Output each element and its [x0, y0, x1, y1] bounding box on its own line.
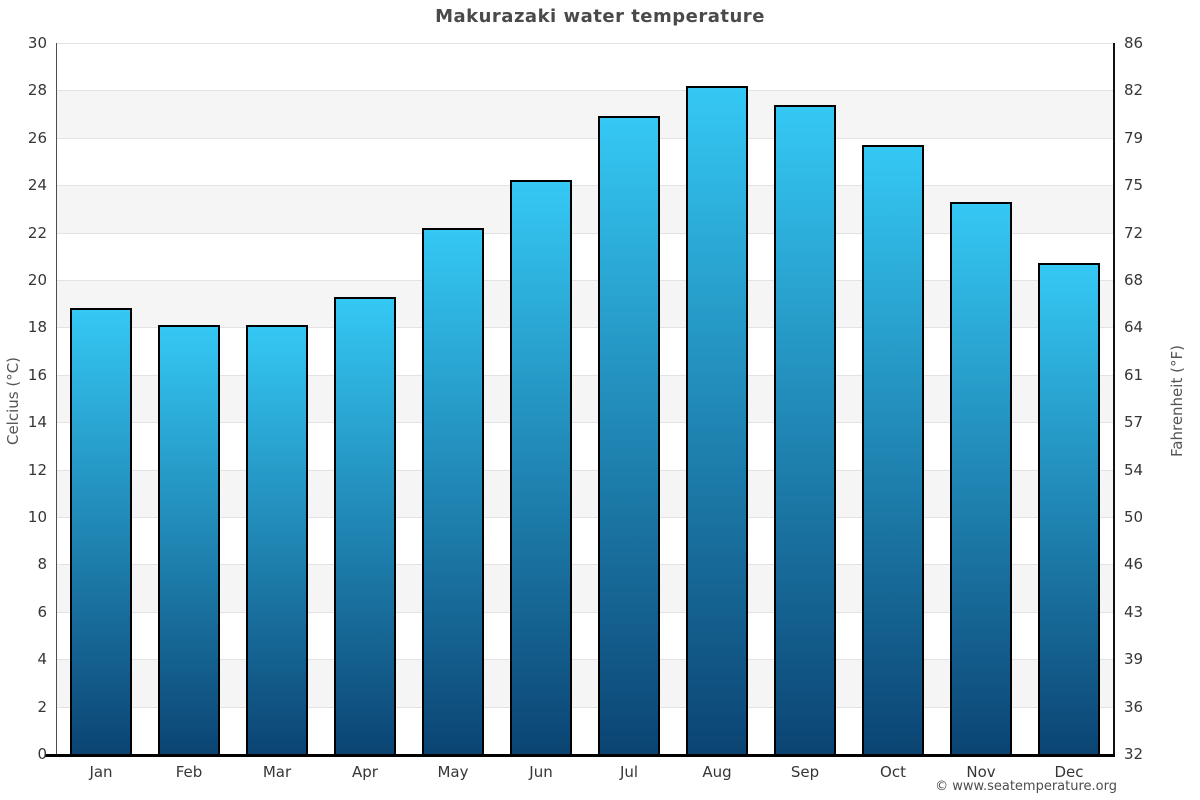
- bar-sep: [774, 104, 836, 754]
- bar-jul: [598, 116, 660, 754]
- celsius-tick-label: 18: [27, 318, 47, 337]
- month-label-dec: Dec: [1054, 763, 1084, 781]
- month-label-nov: Nov: [966, 763, 996, 781]
- fahrenheit-tick-label: 64: [1124, 318, 1144, 337]
- gridline: [57, 90, 1113, 92]
- celsius-tick-label: 26: [27, 128, 47, 147]
- fahrenheit-tick-label: 57: [1124, 413, 1144, 432]
- fahrenheit-tick-label: 72: [1124, 223, 1144, 242]
- month-label-jun: Jun: [529, 763, 553, 781]
- month-label-jan: Jan: [89, 763, 113, 781]
- gridline: [57, 374, 1113, 376]
- chart-title: Makurazaki water temperature: [435, 6, 765, 27]
- fahrenheit-tick-label: 82: [1124, 81, 1144, 100]
- bar-oct: [862, 144, 924, 754]
- y-axis-line-right: [1113, 43, 1115, 754]
- fahrenheit-tick-label: 75: [1124, 176, 1144, 195]
- fahrenheit-tick-label: 54: [1124, 460, 1144, 479]
- month-label-jul: Jul: [619, 763, 639, 781]
- celsius-tick-label: 8: [37, 555, 47, 574]
- gridline: [57, 469, 1113, 471]
- plot-area: [57, 43, 1113, 754]
- gridline: [57, 706, 1113, 708]
- fahrenheit-tick-label: 36: [1124, 697, 1144, 716]
- bar-apr: [334, 296, 396, 754]
- y-axis-title-fahrenheit: Fahrenheit (°F): [1168, 345, 1186, 457]
- celsius-tick-label: 20: [27, 271, 47, 289]
- gridline: [57, 422, 1113, 424]
- fahrenheit-tick-label: 43: [1124, 602, 1144, 621]
- celsius-tick-label: 14: [27, 413, 47, 432]
- gridline: [57, 659, 1113, 661]
- bar-nov: [950, 201, 1012, 754]
- celsius-tick-label: 6: [37, 602, 47, 621]
- month-label-sep: Sep: [790, 763, 820, 781]
- celsius-tick-label: 30: [27, 34, 47, 52]
- gridline: [57, 564, 1113, 566]
- celsius-tick-label: 22: [27, 223, 47, 242]
- background-band: [57, 659, 1113, 707]
- x-axis-baseline: [45, 753, 1115, 757]
- month-label-aug: Aug: [702, 763, 732, 781]
- bar-jun: [510, 180, 572, 754]
- fahrenheit-tick-label: 79: [1124, 128, 1144, 147]
- background-band: [57, 90, 1113, 138]
- gridline: [57, 185, 1113, 187]
- bar-may: [422, 227, 484, 754]
- y-axis-line-left: [55, 43, 57, 754]
- celsius-tick-label: 2: [37, 697, 47, 716]
- celsius-tick-label: 0: [37, 745, 47, 763]
- bar-dec: [1038, 263, 1100, 754]
- gridline: [57, 43, 1113, 44]
- fahrenheit-tick-label: 32: [1124, 745, 1144, 763]
- fahrenheit-tick-label: 86: [1124, 34, 1144, 52]
- month-label-mar: Mar: [262, 763, 292, 781]
- gridline: [57, 137, 1113, 139]
- celsius-tick-label: 16: [27, 365, 47, 384]
- bar-aug: [686, 85, 748, 754]
- bar-feb: [158, 325, 220, 754]
- celsius-tick-label: 10: [27, 508, 47, 526]
- month-label-oct: Oct: [880, 763, 906, 781]
- background-band: [57, 374, 1113, 423]
- gridline: [57, 517, 1113, 518]
- fahrenheit-tick-label: 39: [1124, 650, 1144, 669]
- celsius-tick-label: 12: [27, 460, 47, 479]
- gridline: [57, 280, 1113, 281]
- fahrenheit-tick-label: 61: [1124, 365, 1144, 384]
- copyright-credit: © www.seatemperature.org: [935, 779, 1117, 794]
- y-axis-title-celsius: Celcius (°C): [4, 356, 22, 446]
- gridline: [57, 327, 1113, 329]
- fahrenheit-tick-label: 68: [1124, 271, 1144, 289]
- bar-mar: [246, 325, 308, 754]
- fahrenheit-tick-label: 50: [1124, 508, 1144, 526]
- gridline: [57, 232, 1113, 234]
- background-band: [57, 564, 1113, 612]
- month-label-apr: Apr: [352, 763, 378, 781]
- background-band: [57, 185, 1113, 233]
- month-label-feb: Feb: [175, 763, 203, 781]
- bar-jan: [70, 308, 132, 754]
- celsius-tick-label: 4: [37, 650, 47, 669]
- background-band: [57, 469, 1113, 517]
- gridline: [57, 611, 1113, 613]
- background-band: [57, 280, 1113, 328]
- fahrenheit-tick-label: 46: [1124, 555, 1144, 574]
- celsius-tick-label: 28: [27, 81, 47, 100]
- month-label-may: May: [437, 763, 469, 781]
- celsius-tick-label: 24: [27, 176, 47, 195]
